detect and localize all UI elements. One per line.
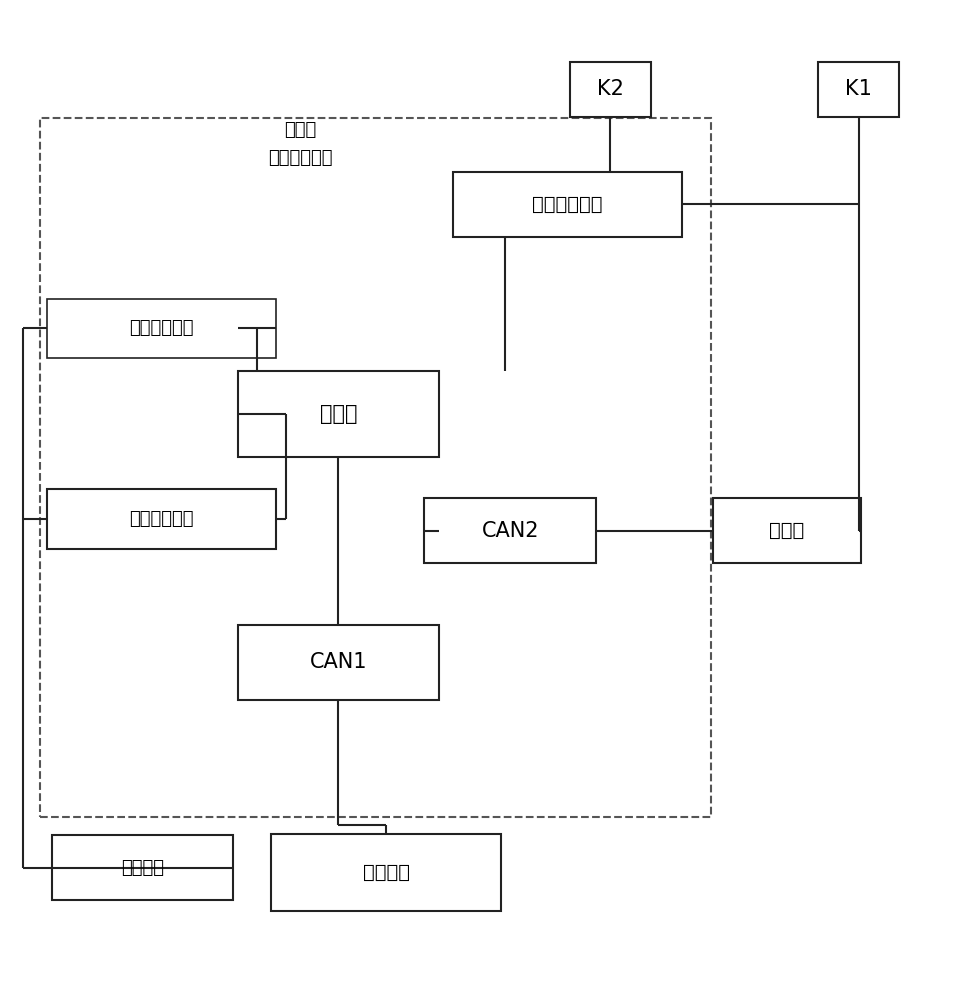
Text: 调试下载单元: 调试下载单元 bbox=[129, 319, 194, 337]
Text: CAN1: CAN1 bbox=[309, 652, 367, 672]
Text: 温度监控模块: 温度监控模块 bbox=[268, 149, 332, 167]
Bar bbox=[713, 498, 861, 563]
Bar bbox=[570, 62, 651, 117]
Bar bbox=[52, 835, 233, 900]
Bar bbox=[40, 118, 711, 817]
Bar bbox=[425, 498, 596, 563]
Text: 电源转换单元: 电源转换单元 bbox=[129, 510, 194, 528]
Bar bbox=[238, 625, 438, 700]
Text: 主控制器: 主控制器 bbox=[362, 863, 409, 882]
Bar bbox=[818, 62, 899, 117]
Bar bbox=[238, 371, 438, 457]
Text: K2: K2 bbox=[597, 79, 624, 99]
Text: 充电枪: 充电枪 bbox=[769, 521, 805, 540]
Text: CAN2: CAN2 bbox=[482, 521, 539, 541]
Text: 单片机: 单片机 bbox=[320, 404, 357, 424]
Text: K1: K1 bbox=[846, 79, 872, 99]
Text: 充电枪: 充电枪 bbox=[284, 121, 316, 139]
Bar bbox=[453, 172, 682, 237]
Bar bbox=[272, 834, 501, 911]
Bar bbox=[47, 489, 276, 549]
Text: 采集控制单元: 采集控制单元 bbox=[533, 195, 603, 214]
Text: 电源模块: 电源模块 bbox=[121, 859, 164, 877]
Bar bbox=[47, 299, 276, 358]
